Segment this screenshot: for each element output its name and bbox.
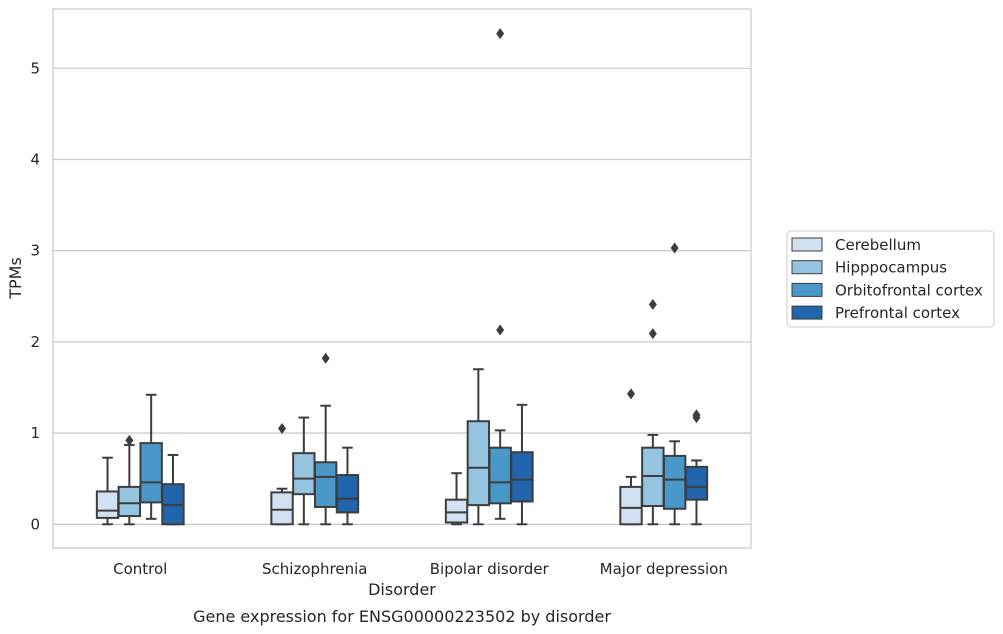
box-group: [161, 453, 185, 526]
x-tick-label: Control: [113, 560, 167, 578]
legend-swatch: [791, 260, 823, 275]
plot-frame: [52, 8, 752, 549]
box-group: [684, 409, 709, 526]
outlier-point: [125, 434, 134, 446]
legend: Cerebellum Hipppocampus Orbitofrontal cort…: [786, 230, 995, 328]
box: [684, 465, 709, 501]
legend-swatch: [791, 237, 823, 252]
x-tick-labels: Control Schizophrenia Bipolar disorder Majo…: [113, 560, 728, 578]
outlier-point: [496, 28, 505, 40]
y-tick-label: 4: [30, 150, 40, 168]
outlier-point: [321, 352, 330, 364]
box: [488, 446, 512, 505]
box: [313, 461, 338, 508]
box-group: [139, 393, 163, 520]
y-tick-label: 2: [30, 333, 40, 351]
x-tick-label: Major depression: [600, 560, 728, 578]
box: [270, 491, 294, 526]
outlier-point: [692, 409, 701, 421]
plot-background: [53, 9, 751, 548]
box: [444, 498, 469, 524]
legend-label: Orbitofrontal cortex: [835, 281, 983, 299]
box: [466, 420, 491, 507]
box: [619, 485, 643, 526]
outlier-point: [627, 388, 636, 400]
outlier-point: [278, 423, 287, 435]
y-tick-labels: 0 1 2 3 4 5: [30, 59, 40, 533]
box-group: [270, 423, 294, 526]
outlier-point: [648, 298, 657, 310]
y-tick-label: 5: [30, 59, 40, 77]
box-group: [95, 456, 120, 526]
box: [139, 442, 163, 504]
legend-swatch: [791, 282, 823, 297]
y-tick-label: 1: [30, 424, 40, 442]
box: [292, 452, 316, 496]
x-tick-label: Bipolar disorder: [430, 560, 550, 578]
legend-label: Cerebellum: [835, 236, 921, 254]
x-tick-label: Schizophrenia: [262, 560, 367, 578]
box-group: [335, 446, 360, 526]
box-group: [510, 403, 534, 526]
box-group: [444, 472, 469, 526]
y-tick-label: 0: [30, 515, 40, 533]
y-tick-label: 3: [30, 242, 40, 260]
box-group: [662, 242, 687, 526]
box: [662, 454, 687, 510]
box: [117, 485, 142, 518]
legend-frame: [786, 230, 995, 328]
legend-items: Cerebellum Hipppocampus Orbitofrontal cort…: [791, 236, 983, 322]
legend-label: Prefrontal cortex: [835, 304, 960, 322]
legend-swatch: [791, 305, 823, 320]
x-axis-label: Disorder: [368, 580, 436, 599]
outlier-point: [670, 242, 679, 254]
outlier-point: [496, 324, 505, 336]
box-group: [641, 298, 665, 526]
box-plots: [95, 28, 709, 526]
box: [335, 474, 360, 514]
legend-label: Hipppocampus: [835, 259, 947, 277]
box-group: [117, 434, 142, 526]
y-axis-label: TPMs: [6, 257, 25, 300]
box: [510, 451, 534, 503]
box: [95, 490, 120, 519]
outlier-point: [648, 328, 657, 340]
chart-caption: Gene expression for ENSG00000223502 by d…: [193, 607, 611, 626]
